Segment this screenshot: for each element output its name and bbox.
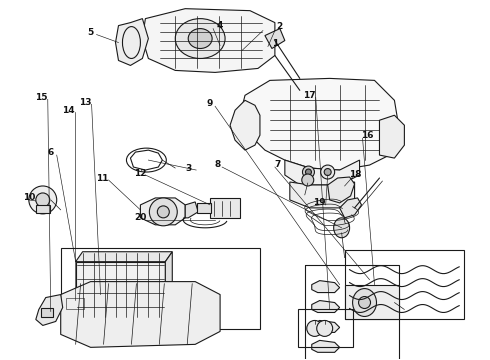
Ellipse shape <box>307 320 323 336</box>
Ellipse shape <box>305 169 312 175</box>
Polygon shape <box>165 252 172 318</box>
Polygon shape <box>290 182 355 208</box>
Ellipse shape <box>353 289 376 316</box>
Bar <box>298 310 353 347</box>
Polygon shape <box>75 252 172 262</box>
Text: 3: 3 <box>185 163 191 172</box>
Polygon shape <box>185 202 198 218</box>
Text: 16: 16 <box>361 131 374 140</box>
Polygon shape <box>340 198 362 218</box>
Polygon shape <box>312 320 340 332</box>
Bar <box>210 198 240 218</box>
Ellipse shape <box>188 28 212 49</box>
Text: 4: 4 <box>217 21 223 30</box>
Bar <box>36 205 50 213</box>
Polygon shape <box>265 28 285 49</box>
Text: 8: 8 <box>215 159 221 168</box>
Text: 6: 6 <box>48 148 54 157</box>
Polygon shape <box>328 177 355 203</box>
Text: 18: 18 <box>349 170 362 179</box>
Text: 17: 17 <box>303 91 316 100</box>
Text: 12: 12 <box>134 168 147 177</box>
Text: 2: 2 <box>277 22 283 31</box>
Ellipse shape <box>149 198 177 226</box>
Polygon shape <box>116 19 148 66</box>
Bar <box>344 285 399 319</box>
Text: 13: 13 <box>79 98 92 107</box>
Ellipse shape <box>334 218 349 238</box>
Text: 11: 11 <box>97 174 109 183</box>
Polygon shape <box>143 9 275 72</box>
Text: 1: 1 <box>272 39 278 48</box>
Polygon shape <box>240 78 399 170</box>
Polygon shape <box>312 280 340 293</box>
Text: 9: 9 <box>207 99 213 108</box>
Polygon shape <box>230 100 260 150</box>
Polygon shape <box>61 282 220 347</box>
Polygon shape <box>285 160 360 185</box>
Ellipse shape <box>175 19 225 58</box>
Bar <box>66 298 84 310</box>
Text: 10: 10 <box>23 193 35 202</box>
Bar <box>61 248 260 329</box>
Bar <box>305 265 399 360</box>
Text: 15: 15 <box>34 93 47 102</box>
Text: 19: 19 <box>314 198 326 207</box>
Text: 20: 20 <box>134 213 147 222</box>
Ellipse shape <box>157 206 169 218</box>
Ellipse shape <box>302 166 315 178</box>
Ellipse shape <box>36 193 50 207</box>
Text: 7: 7 <box>275 159 281 168</box>
Polygon shape <box>312 340 340 352</box>
Polygon shape <box>312 301 340 312</box>
Ellipse shape <box>29 186 57 214</box>
Bar <box>344 250 464 319</box>
Ellipse shape <box>302 174 314 186</box>
Polygon shape <box>75 262 165 318</box>
Ellipse shape <box>359 297 370 309</box>
Polygon shape <box>141 198 185 225</box>
Ellipse shape <box>321 165 335 179</box>
Text: 5: 5 <box>88 28 94 37</box>
Bar <box>197 203 211 213</box>
Ellipse shape <box>324 168 331 176</box>
Polygon shape <box>36 294 63 325</box>
Text: 14: 14 <box>62 106 75 115</box>
Ellipse shape <box>317 320 333 336</box>
Bar <box>41 307 53 318</box>
Polygon shape <box>379 115 404 158</box>
